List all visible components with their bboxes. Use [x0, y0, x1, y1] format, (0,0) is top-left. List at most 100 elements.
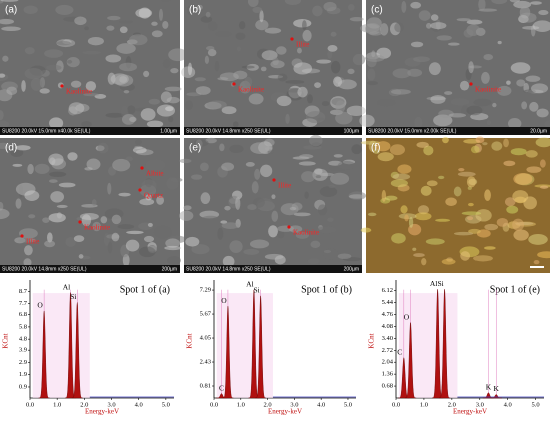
texture	[100, 216, 108, 224]
x-tick-label: 1.0	[53, 401, 61, 408]
texture	[0, 201, 4, 211]
texture	[143, 70, 150, 78]
mineral-label: Kaolinite	[238, 86, 264, 94]
y-tick-label: 0.9	[19, 383, 27, 390]
texture	[200, 15, 213, 23]
info-text: SU8200 20.0kV 14.8mm x250 SE(UL)	[186, 266, 271, 272]
y-tick-label: 3.9	[19, 347, 27, 354]
x-tick-label: 2.0	[264, 401, 272, 408]
texture	[241, 65, 255, 69]
texture	[497, 85, 512, 96]
peak-label: Si	[70, 292, 76, 301]
texture	[0, 109, 4, 121]
panel-label: (b)	[189, 5, 201, 16]
texture	[315, 175, 322, 179]
texture	[379, 23, 389, 36]
peak-label: Si	[253, 286, 259, 295]
peak-label: K	[486, 382, 492, 391]
texture	[248, 93, 264, 105]
texture	[73, 235, 85, 243]
texture	[97, 142, 109, 154]
texture	[55, 4, 74, 15]
texture	[491, 0, 508, 5]
texture	[50, 191, 65, 203]
texture	[323, 1, 337, 12]
spot-marker	[272, 178, 276, 182]
texture	[418, 10, 431, 21]
x-tick-label: 0.0	[26, 401, 34, 408]
texture	[233, 70, 248, 80]
texture	[459, 80, 470, 91]
x-tick-label: 4.0	[504, 401, 512, 408]
texture	[67, 152, 78, 161]
texture	[526, 166, 542, 173]
texture	[327, 49, 333, 60]
texture	[413, 56, 430, 63]
texture	[221, 162, 235, 171]
texture	[441, 258, 456, 265]
texture	[277, 73, 288, 82]
texture	[6, 86, 18, 96]
texture	[335, 111, 353, 125]
texture	[506, 205, 519, 214]
texture	[84, 26, 89, 31]
peak-label: C	[397, 347, 402, 356]
texture	[194, 77, 206, 82]
texture	[252, 197, 265, 208]
texture	[268, 225, 278, 238]
peak	[404, 322, 417, 399]
texture	[504, 197, 516, 207]
texture	[39, 88, 50, 94]
spot-marker	[78, 220, 82, 224]
texture	[491, 141, 503, 151]
texture	[264, 253, 284, 260]
texture	[284, 0, 301, 6]
mineral-label: Kaolinite	[66, 88, 92, 96]
texture	[0, 18, 15, 25]
texture	[381, 189, 387, 202]
chart-title: Spot 1 of (b)	[301, 284, 352, 295]
texture	[436, 35, 452, 41]
panel-label: (c)	[371, 5, 383, 16]
texture	[445, 197, 457, 207]
texture	[503, 138, 509, 148]
texture	[81, 214, 92, 227]
y-tick-label: 8.7	[19, 288, 28, 295]
texture	[425, 22, 432, 29]
y-tick-label: 2.43	[200, 359, 211, 366]
texture	[119, 26, 128, 34]
texture	[162, 20, 169, 29]
texture	[147, 245, 157, 255]
texture	[486, 119, 491, 126]
texture	[0, 142, 11, 149]
peak	[490, 394, 502, 399]
texture	[360, 140, 381, 145]
texture	[217, 227, 224, 240]
texture	[312, 168, 328, 181]
texture	[421, 258, 427, 266]
x-tick-label: 3.0	[290, 401, 298, 408]
texture	[74, 16, 87, 26]
texture	[330, 31, 337, 37]
y-tick-label: 3.40	[382, 335, 393, 342]
texture	[187, 5, 192, 15]
info-bar	[0, 265, 180, 273]
texture	[156, 104, 176, 117]
texture	[44, 240, 56, 248]
texture	[496, 218, 509, 227]
texture	[482, 142, 488, 146]
texture	[298, 161, 316, 166]
texture	[466, 105, 483, 116]
texture	[82, 50, 101, 55]
texture	[530, 1, 542, 5]
texture	[132, 146, 147, 154]
y-tick-label: 4.05	[200, 335, 211, 342]
peak-label: O	[37, 301, 43, 310]
texture	[259, 10, 264, 23]
texture	[145, 159, 166, 172]
texture	[373, 149, 380, 154]
texture	[123, 89, 130, 94]
peak-label: Al	[63, 282, 71, 291]
texture	[139, 198, 155, 206]
